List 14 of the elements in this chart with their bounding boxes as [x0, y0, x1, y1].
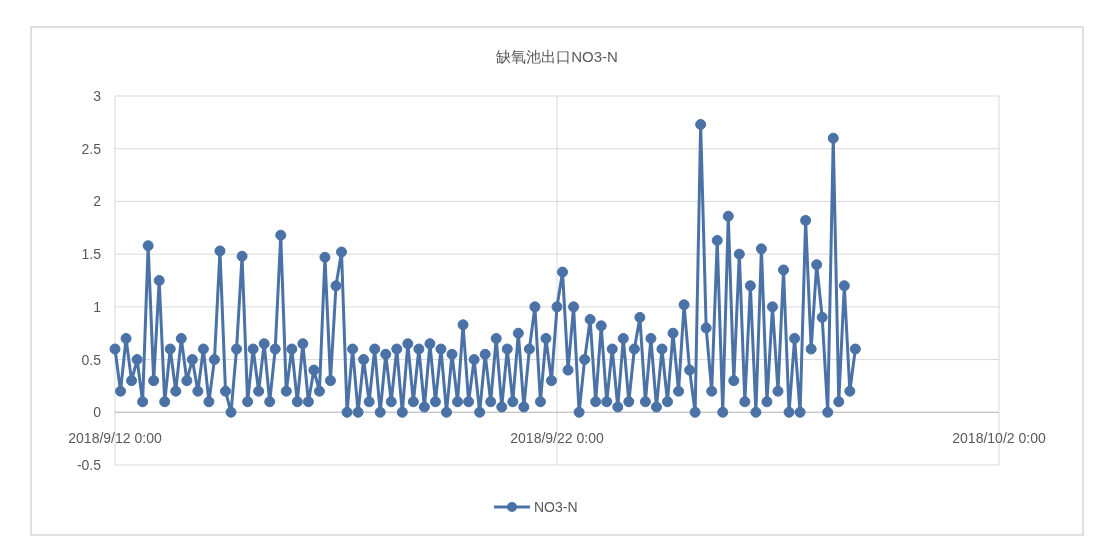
- y-tick-label: -0.5: [76, 457, 102, 473]
- legend: NO3-N: [494, 499, 578, 515]
- y-tick-label: 2.5: [81, 140, 102, 157]
- legend-label: NO3-N: [534, 499, 578, 515]
- y-tick-label: 0.5: [81, 351, 102, 368]
- y-tick-label: 0: [93, 404, 102, 421]
- x-tick-label: 2018/9/12 0:00: [68, 430, 162, 447]
- y-tick-label: 2: [93, 193, 102, 210]
- y-tick-label: 1: [93, 298, 102, 315]
- x-tick-label: 2018/9/22 0:00: [510, 430, 604, 447]
- y-tick-label: 1.5: [81, 246, 102, 263]
- x-tick-label: 2018/10/2 0:00: [952, 430, 1046, 447]
- y-tick-label: 3: [93, 88, 102, 104]
- title: 缺氧池出口NO3-N: [496, 48, 618, 65]
